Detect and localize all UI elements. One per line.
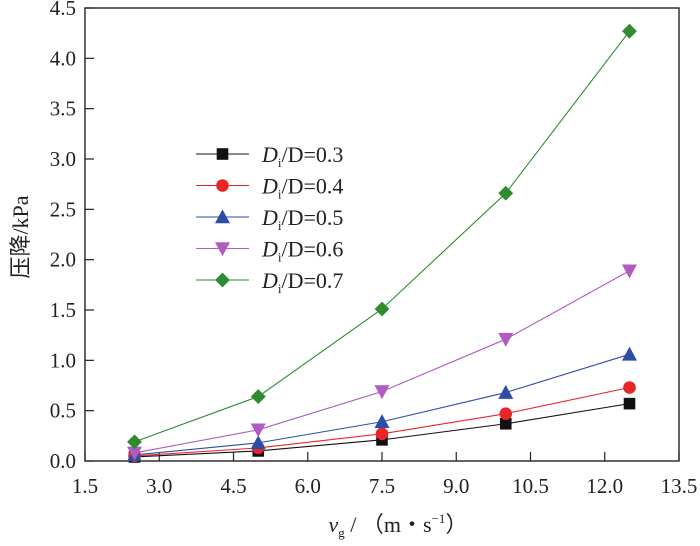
x-axis-var: v: [329, 512, 339, 537]
y-tick-label: 3.0: [50, 147, 76, 171]
data-point: [374, 414, 390, 429]
legend-item: Di/D=0.6: [196, 237, 343, 265]
data-point: [498, 185, 514, 201]
data-point: [622, 23, 637, 39]
legend-item: Di/D=0.7: [196, 268, 343, 296]
x-tick-label: 6.0: [295, 474, 321, 498]
x-axis-unit-close: ）: [445, 512, 467, 537]
series-4: [126, 264, 638, 461]
x-axis-title: vg / （m・s−1）: [329, 511, 468, 540]
series-3: [126, 346, 638, 462]
y-tick-label: 4.5: [50, 0, 76, 20]
data-point: [623, 381, 636, 394]
legend-label: Di/D=0.7: [261, 268, 343, 296]
legend-marker: [214, 209, 231, 224]
y-axis-title: 压降/kPa: [8, 195, 33, 278]
y-tick-label: 2.5: [50, 197, 76, 221]
y-tick-label: 1.0: [50, 348, 76, 372]
data-point: [621, 264, 638, 279]
data-point: [374, 301, 390, 317]
data-point: [250, 389, 266, 404]
data-point: [498, 332, 514, 347]
x-tick-label: 4.5: [220, 474, 246, 498]
y-tick-label: 0.0: [50, 449, 76, 473]
x-axis-var-sub: g: [338, 525, 345, 540]
legend-label: Di/D=0.5: [261, 205, 343, 233]
y-tick-label: 3.5: [50, 97, 76, 121]
series-line: [134, 30, 630, 443]
x-tick-label: 10.5: [512, 474, 549, 498]
x-axis-unit-open: / （m・s: [345, 512, 432, 537]
y-tick-label: 2.0: [50, 248, 76, 272]
legend: Di/D=0.3 Di/D=0.4 Di/D=0.5 Di/D=0.6 Di/D=0.7: [196, 142, 343, 296]
legend-marker: [214, 242, 231, 257]
series-5: [127, 23, 637, 450]
axes: 1.5 3.0 4.5 6.0 7.5 9.0 10.5 12.0 13.5 0.0 0.5 1.0 1…: [50, 0, 698, 498]
x-tick-label: 7.5: [369, 474, 395, 498]
y-tick-label: 1.5: [50, 298, 76, 322]
series-group: [126, 23, 638, 463]
x-tick-label: 3.0: [146, 474, 172, 498]
legend-marker: [215, 272, 230, 288]
y-tick-label: 4.0: [50, 46, 76, 70]
y-tick-label: 0.5: [50, 399, 76, 423]
legend-item: Di/D=0.4: [196, 174, 343, 202]
legend-label: Di/D=0.4: [261, 174, 343, 202]
legend-marker: [216, 179, 229, 192]
legend-marker: [216, 148, 229, 160]
legend-item: Di/D=0.3: [196, 142, 343, 170]
data-point: [374, 385, 390, 400]
x-tick-label: 12.0: [586, 474, 623, 498]
data-point: [250, 423, 266, 438]
legend-item: Di/D=0.5: [196, 205, 343, 233]
data-point: [250, 435, 266, 450]
data-point: [623, 397, 636, 410]
data-point: [375, 427, 389, 441]
x-tick-label: 9.0: [443, 474, 469, 498]
data-point: [621, 346, 638, 361]
legend-label: Di/D=0.3: [261, 142, 343, 170]
x-tick-label: 1.5: [72, 474, 98, 498]
x-axis-unit-sup: −1: [432, 511, 446, 526]
legend-label: Di/D=0.6: [261, 237, 343, 265]
data-point: [499, 407, 513, 420]
data-point: [498, 384, 514, 399]
data-point: [127, 434, 142, 450]
x-tick-label: 13.5: [661, 474, 698, 498]
